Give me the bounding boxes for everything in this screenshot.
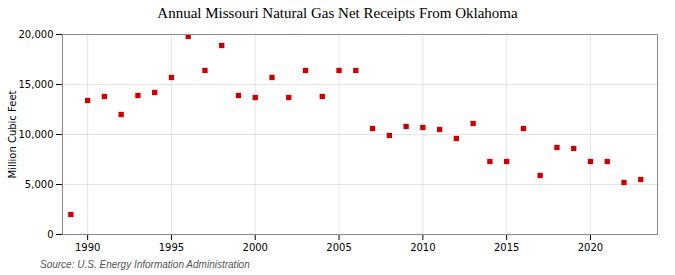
svg-text:1990: 1990 — [75, 242, 100, 253]
svg-text:0: 0 — [47, 229, 53, 240]
svg-text:2010: 2010 — [410, 242, 435, 253]
svg-text:2015: 2015 — [494, 242, 519, 253]
svg-text:Million Cubic Feet: Million Cubic Feet — [7, 90, 18, 178]
svg-text:15,000: 15,000 — [19, 79, 54, 90]
svg-text:2005: 2005 — [326, 242, 351, 253]
html-text:Source: U.S. Energy Informatio: Source: U.S. Energy Information Administ… — [40, 259, 250, 270]
svg-text:20,000: 20,000 — [19, 29, 54, 40]
svg-text:2020: 2020 — [578, 242, 603, 253]
svg-text:1995: 1995 — [159, 242, 184, 253]
svg-text:10,000: 10,000 — [19, 129, 54, 140]
svg-text:5,000: 5,000 — [25, 179, 54, 190]
html-text:Annual Missouri Natural Gas Ne: Annual Missouri Natural Gas Net Receipts… — [157, 5, 518, 21]
svg-text:2000: 2000 — [243, 242, 268, 253]
